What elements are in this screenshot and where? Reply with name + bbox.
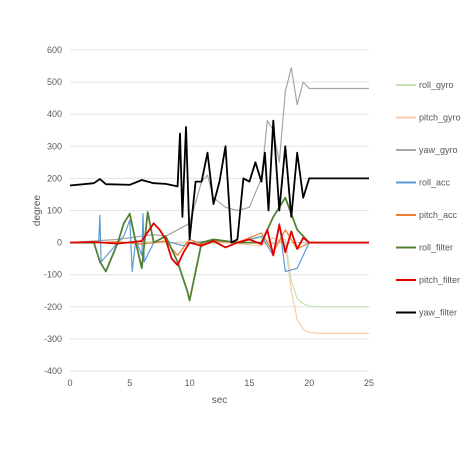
y-tick-label: 400 <box>47 109 62 119</box>
legend-label-roll-filter: roll_filter <box>419 243 453 253</box>
y-tick-label: -200 <box>44 302 62 312</box>
y-tick-label: -300 <box>44 334 62 344</box>
x-tick-label: 25 <box>364 378 374 388</box>
series-line-roll-filter <box>70 196 369 302</box>
x-tick-label: 0 <box>67 378 72 388</box>
series-line-pitch-filter <box>69 222 369 267</box>
legend-label-yaw-gyro: yaw_gyro <box>419 145 458 155</box>
legend-label-pitch-gyro: pitch_gyro <box>419 113 461 123</box>
legend-label-pitch-acc: pitch_acc <box>419 210 458 220</box>
y-axis-title: degree <box>32 194 43 226</box>
y-tick-label: 0 <box>57 238 62 248</box>
legend-label-roll-gyro: roll_gyro <box>419 80 454 90</box>
y-tick-label: -100 <box>44 270 62 280</box>
legend-label-pitch-filter: pitch_filter <box>419 275 460 285</box>
series-line-yaw-gyro <box>69 67 369 244</box>
series-line-pitch-gyro <box>69 237 369 334</box>
x-tick-label: 10 <box>185 378 195 388</box>
y-tick-label: 600 <box>47 45 62 55</box>
y-tick-label: 300 <box>47 141 62 151</box>
x-tick-label: 20 <box>304 378 314 388</box>
legend-label-yaw-filter: yaw_filter <box>419 308 457 318</box>
x-tick-label: 15 <box>244 378 254 388</box>
y-tick-label: 100 <box>47 206 62 216</box>
y-tick-label: -400 <box>44 366 62 376</box>
y-tick-label: 500 <box>47 77 62 87</box>
series-line-yaw-filter <box>69 119 369 244</box>
y-tick-label: 200 <box>47 173 62 183</box>
x-tick-label: 5 <box>127 378 132 388</box>
legend-label-roll-acc: roll_acc <box>419 178 451 188</box>
x-axis-title: sec <box>212 395 228 406</box>
